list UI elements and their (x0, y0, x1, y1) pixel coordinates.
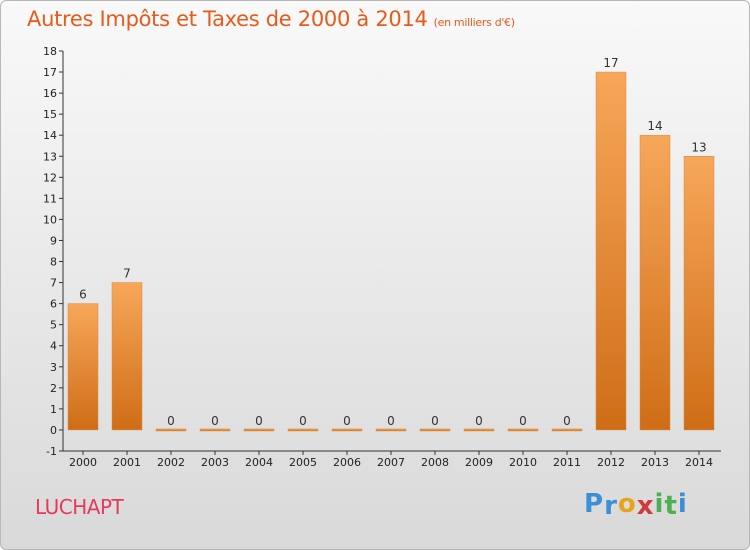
x-tick-label: 2006 (333, 456, 361, 469)
y-tick-label: 18 (43, 45, 57, 58)
x-tick-label: 2012 (597, 456, 625, 469)
logo-letter: o (617, 489, 637, 519)
y-tick-label: 1 (50, 403, 57, 416)
y-tick-label: 9 (50, 234, 57, 247)
y-tick-label: 15 (43, 108, 57, 121)
chart-data-labels: 6 7 0 0 0 0 0 0 0 0 0 0 17 14 13 (79, 56, 706, 428)
data-label-2013: 14 (647, 119, 662, 133)
bar-2001 (111, 282, 143, 431)
logo-letter: P (584, 489, 605, 519)
bar-2008 (419, 428, 451, 432)
bar-2010 (507, 428, 539, 432)
chart-title: Autres Impôts et Taxes de 2000 à 2014 (en… (27, 7, 515, 31)
y-tick-label: 2 (50, 382, 57, 395)
x-tick-label: 2013 (641, 456, 669, 469)
data-label-2014: 13 (691, 140, 706, 154)
logo-letter: x (636, 491, 655, 521)
data-label-2012: 17 (603, 56, 618, 70)
bar-2003 (199, 428, 231, 432)
data-label-2011: 0 (563, 414, 571, 428)
proxiti-logo: Proxiti (584, 489, 688, 521)
bar-2007 (375, 428, 407, 432)
bar-2000 (67, 303, 99, 431)
x-tick-label: 2004 (245, 456, 273, 469)
y-tick-label: -1 (46, 445, 57, 458)
data-label-2006: 0 (343, 414, 351, 428)
logo-letter: i (677, 489, 688, 519)
data-label-2010: 0 (519, 414, 527, 428)
logo-letter: i (654, 489, 665, 519)
x-tick-label: 2010 (509, 456, 537, 469)
y-tick-label: 14 (43, 129, 57, 142)
logo-letter: t (664, 491, 678, 521)
y-tick-label: 17 (43, 66, 57, 79)
y-tick-label: 7 (50, 277, 57, 290)
y-tick-label: 4 (50, 340, 57, 353)
y-tick-label: 5 (50, 319, 57, 332)
y-tick-label: 8 (50, 256, 57, 269)
y-tick-label: 0 (50, 424, 57, 437)
chart-subtitle: (en milliers d'€) (433, 16, 515, 29)
bar-2011 (551, 428, 583, 432)
logo-letter: r (604, 491, 618, 521)
bar-2013 (639, 134, 671, 431)
bar-2014 (683, 156, 715, 431)
data-label-2005: 0 (299, 414, 307, 428)
x-tick-label: 2014 (685, 456, 713, 469)
y-tick-label: 10 (43, 213, 57, 226)
commune-name: LUCHAPT (35, 495, 124, 519)
y-tick-label: 3 (50, 361, 57, 374)
data-label-2009: 0 (475, 414, 483, 428)
x-tick-label: 2001 (113, 456, 141, 469)
data-label-2008: 0 (431, 414, 439, 428)
bar-2012 (595, 71, 627, 431)
chart-bars (67, 71, 715, 432)
bar-2005 (287, 428, 319, 432)
y-tick-label: 13 (43, 150, 57, 163)
data-label-2002: 0 (167, 414, 175, 428)
bar-2002 (155, 428, 187, 432)
x-tick-label: 2005 (289, 456, 317, 469)
y-tick-label: 6 (50, 298, 57, 311)
bar-2006 (331, 428, 363, 432)
x-tick-label: 2000 (69, 456, 97, 469)
x-tick-label: 2009 (465, 456, 493, 469)
x-tick-label: 2002 (157, 456, 185, 469)
chart-title-text: Autres Impôts et Taxes de 2000 à 2014 (27, 7, 428, 31)
data-label-2003: 0 (211, 414, 219, 428)
data-label-2000: 6 (79, 288, 87, 302)
y-tick-label: 12 (43, 171, 57, 184)
x-tick-label: 2011 (553, 456, 581, 469)
y-tick-label: 16 (43, 87, 57, 100)
x-tick-label: 2003 (201, 456, 229, 469)
data-label-2001: 7 (123, 267, 131, 281)
bar-2009 (463, 428, 495, 432)
data-label-2004: 0 (255, 414, 263, 428)
bar-2004 (243, 428, 275, 432)
x-tick-label: 2007 (377, 456, 405, 469)
y-tick-label: 11 (43, 192, 57, 205)
data-label-2007: 0 (387, 414, 395, 428)
x-tick-label: 2008 (421, 456, 449, 469)
